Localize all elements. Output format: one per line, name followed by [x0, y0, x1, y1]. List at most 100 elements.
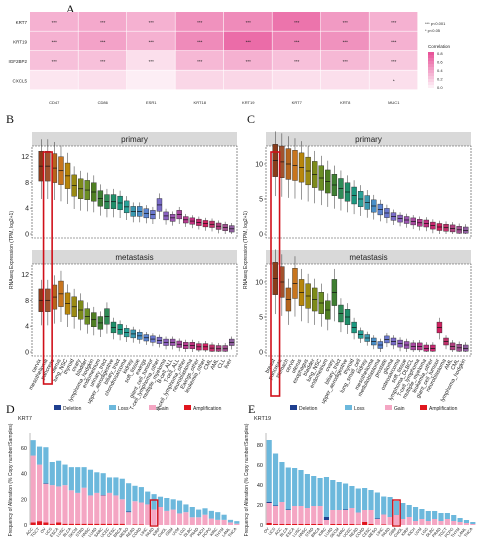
bar-x-label: SKCM [67, 526, 78, 538]
bar-segment-gain [208, 518, 214, 525]
bar-segment-loss [355, 488, 361, 513]
bar-segment-amplification [368, 524, 374, 525]
bar-segment-gain [368, 510, 374, 524]
bar-segment-loss [285, 467, 291, 510]
bar-segment-gain [406, 517, 412, 525]
bar-segment-gain [463, 523, 470, 525]
bar-segment-amplification [75, 523, 81, 525]
bar-segment-deletion [374, 518, 380, 519]
bar-x-label: KIRP [151, 526, 161, 537]
bar-segment-gain [444, 519, 450, 525]
bar-segment-amplification [49, 523, 55, 525]
bar-segment-gain [470, 524, 476, 525]
corr-legend-swatch [428, 64, 434, 67]
bar-segment-loss [202, 508, 208, 515]
bar-segment-amplification [138, 524, 144, 525]
bar-segment-gain [400, 519, 406, 525]
bar-x-label: THCA [227, 526, 238, 538]
bar-x-label: SARC [93, 526, 104, 538]
bar-x-label: BRCA [112, 526, 123, 538]
bar-segment-amplification [279, 524, 285, 525]
bar-segment-loss [438, 513, 444, 521]
bar-segment-loss [56, 460, 62, 487]
bar-segment-gain [30, 455, 36, 523]
box-x-label: AML [444, 358, 455, 371]
bar-segment-deletion [43, 483, 49, 484]
bar-segment-loss [68, 467, 74, 491]
bar-x-label: PRAD [188, 526, 199, 538]
legend-label: Deletion [299, 406, 318, 412]
bar-segment-loss [368, 490, 374, 510]
bar-x-label: COAD [354, 526, 365, 538]
bar-x-label: KIRC [317, 526, 327, 537]
box-y-tick: 5 [259, 315, 263, 322]
heatmap-col-label: KRT18 [194, 100, 207, 105]
bar-segment-gain [419, 519, 425, 525]
bar-segment-gain [374, 519, 380, 525]
bar-x-label: TGCT [437, 526, 448, 538]
heatmap-cell [78, 70, 127, 90]
bar-segment-loss [43, 447, 49, 484]
bar-segment-deletion [126, 511, 132, 513]
corr-legend-swatch [428, 79, 434, 82]
box-y-tick: 4 [25, 324, 29, 331]
bar-segment-loss [279, 462, 285, 502]
bar-segment-gain [393, 515, 400, 525]
heatmap-col-label: CD86 [98, 100, 109, 105]
bar-segment-amplification [298, 524, 304, 525]
bar-segment-loss [266, 440, 272, 502]
box-y-tick: 0 [259, 350, 263, 357]
heatmap-cell [321, 70, 369, 90]
bar-segment-gain [126, 512, 132, 525]
corr-legend-swatch [428, 85, 434, 88]
bar-segment-amplification [81, 523, 87, 525]
box-y-tick: 5 [259, 197, 263, 204]
bar-segment-gain [202, 514, 208, 525]
bar-x-label: PAAD [144, 526, 155, 537]
legend-label: Gain [158, 406, 169, 412]
heatmap-cell [272, 31, 321, 51]
bar-segment-gain [170, 509, 176, 525]
box-y-tick: 0 [25, 232, 29, 239]
bar-segment-loss [362, 488, 368, 510]
highlight-box-c [270, 151, 281, 397]
heatmap-sig-label: *** [343, 59, 349, 64]
heatmap-cell [224, 51, 272, 70]
heatmap-cell [30, 51, 78, 70]
bar-x-label: LAML [457, 526, 468, 538]
bar-y-tick: 80 [257, 443, 263, 449]
heatmap-sig-label: *** [197, 20, 203, 25]
bar-segment-loss [393, 501, 400, 515]
heatmap-cell [127, 70, 175, 90]
box-y-tick: 8 [25, 298, 29, 305]
bar-segment-gain [342, 510, 349, 524]
bar-segment-loss [189, 507, 195, 518]
heatmap-cell [30, 70, 78, 90]
bar-segment-gain [349, 508, 355, 524]
bar-segment-gain [336, 510, 342, 524]
bar-segment-loss [170, 499, 176, 510]
corr-legend-tick: 0.4 [437, 68, 443, 73]
bar-segment-gain [215, 519, 221, 525]
bar-segment-amplification [87, 523, 94, 525]
legend-swatch [345, 405, 352, 410]
bar-segment-gain [272, 506, 279, 524]
bar-segment-loss [176, 500, 183, 514]
box-x-label: ovary [325, 358, 337, 373]
bar-segment-loss [196, 509, 202, 518]
heatmap-col-label: CD47 [49, 100, 60, 105]
highlight-box-bar [149, 499, 159, 527]
bar-segment-gain [381, 514, 387, 525]
bar-segment-loss [330, 480, 336, 510]
bar-segment-gain [49, 485, 55, 524]
bar-segment-loss [349, 486, 355, 508]
legend-label: Loss [354, 406, 365, 412]
bar-y-tick: 40 [21, 472, 27, 478]
bar-segment-loss [113, 477, 119, 496]
bar-segment-deletion [342, 509, 349, 510]
bar-segment-loss [444, 513, 450, 519]
corr-legend-tick: 0.8 [437, 51, 443, 56]
heatmap-cell [78, 31, 127, 51]
bar-segment-amplification [355, 524, 361, 525]
